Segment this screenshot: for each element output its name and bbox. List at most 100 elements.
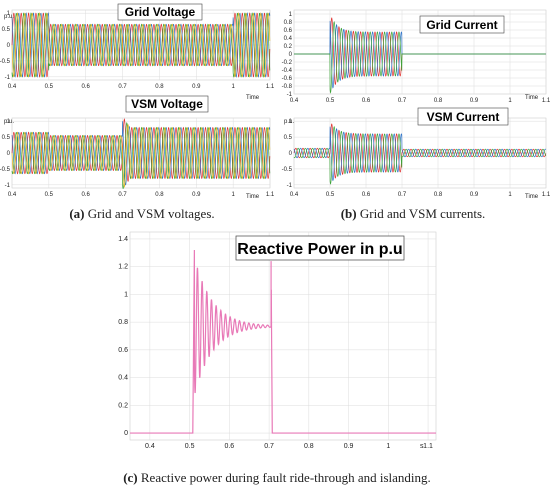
y-tick-label: 0.8 — [284, 20, 293, 26]
y-tick-label: 0.5 — [2, 135, 11, 141]
y-tick-label: 1 — [7, 11, 11, 17]
x-tick-label: 0.5 — [326, 192, 335, 198]
x-tick-label: 0.6 — [82, 192, 91, 198]
chart-title: Grid Voltage — [125, 5, 196, 19]
y-tick-label: 1 — [289, 12, 293, 18]
panel-reactive-power: 0.4 0.5 0.6 0.7 0.8 0.9 1 1.1 1.4 1.2 1 0.8 0.6 0.4 0.… — [118, 231, 437, 450]
x-axis-label: Time — [525, 95, 539, 101]
y-tick-label: -0.8 — [282, 84, 293, 90]
x-tick-label: 0.6 — [82, 84, 91, 90]
x-tick-label: 0.8 — [434, 192, 443, 198]
panel-grid-voltage: 0.4 0.5 0.6 0.7 0.8 0.9 1 1.1 1 0.5 0 -0.5 -1 p.u. T… — [0, 3, 275, 101]
current-phase-1 — [293, 123, 547, 179]
axis-ticks: 0.4 0.5 0.6 0.7 0.8 0.9 1 1.1 1 0.5 0 -0.5 -1 — [0, 11, 275, 90]
x-tick-label: 0.8 — [434, 98, 443, 104]
y-tick-label: -1 — [287, 92, 293, 98]
current-phase-3 — [294, 21, 546, 94]
y-axis-label: p.u. — [4, 119, 14, 125]
axis-ticks: 0.4 0.5 0.6 0.7 0.8 0.9 1 1.1 1.4 1.2 1 0.8 0.6 0.4 0.… — [118, 236, 433, 450]
x-tick-label: 0.8 — [304, 443, 314, 450]
axis-ticks: 0.4 0.5 0.6 0.7 0.8 0.9 1 1.1 1 0.8 0.6 0.4 0.2 0 -0.2… — [282, 12, 550, 104]
x-tick-label: 0.6 — [362, 98, 371, 104]
y-tick-label: 0 — [7, 151, 11, 157]
x-tick-label: 0.4 — [290, 192, 299, 198]
x-tick-label: 0.9 — [344, 443, 354, 450]
vsm-voltage-waves — [11, 118, 271, 189]
y-tick-label: -0.4 — [282, 68, 293, 74]
x-tick-label: 0.9 — [470, 192, 479, 198]
y-tick-label: 0.4 — [118, 375, 128, 382]
title-box — [117, 3, 203, 21]
x-tick-label: 1.1 — [266, 192, 275, 198]
caption-b: (b) Grid and VSM currents. — [341, 206, 486, 221]
x-tick-label: 1 — [231, 192, 235, 198]
y-tick-label: 0.5 — [2, 27, 11, 33]
y-tick-label: 0.2 — [284, 44, 293, 50]
x-tick-label: 0.7 — [264, 443, 274, 450]
title-box — [125, 95, 209, 113]
y-tick-label: 1.2 — [118, 264, 128, 271]
y-axis-label: p.u. — [284, 119, 294, 125]
voltage-phase-4 — [11, 124, 271, 188]
x-tick-label: 0.7 — [398, 192, 407, 198]
y-tick-label: -0.5 — [0, 167, 11, 173]
title-box — [235, 235, 405, 261]
x-tick-label: 1.1 — [542, 192, 550, 198]
y-tick-label: -1 — [287, 183, 293, 189]
axis-ticks: 0.4 0.5 0.6 0.7 0.8 0.9 1 1.1 1 0.5 0 -0.5 -1 — [0, 119, 275, 198]
x-axis-label: Time — [525, 194, 539, 200]
y-tick-label: -0.5 — [0, 59, 11, 65]
x-tick-label: 0.4 — [290, 98, 299, 104]
caption-a: (a) Grid and VSM voltages. — [69, 206, 214, 221]
x-tick-label: 0.4 — [8, 84, 17, 90]
chart-title: Grid Current — [426, 18, 497, 32]
caption-a-label: (a) — [69, 206, 84, 221]
x-tick-label: 1 — [508, 98, 512, 104]
x-tick-label: 0.5 — [185, 443, 195, 450]
x-tick-label: 1 — [231, 84, 235, 90]
x-tick-label: 0.4 — [145, 443, 155, 450]
x-tick-label: 0.6 — [224, 443, 234, 450]
y-axis-label: p.u. — [4, 14, 14, 20]
reactive-power-series — [130, 250, 436, 434]
plot-frame — [129, 231, 437, 441]
axis-ticks: 0.4 0.5 0.6 0.7 0.8 0.9 1 1.1 1 0.5 0 -0.5 -1 — [282, 119, 550, 198]
y-tick-label: 0.5 — [284, 135, 293, 141]
x-axis-label: Time — [246, 95, 260, 101]
voltage-phase-4 — [11, 12, 271, 78]
chart-title: VSM Voltage — [131, 97, 203, 111]
x-axis-label: s — [420, 443, 424, 450]
grid-current-waves — [294, 17, 546, 94]
caption-b-label: (b) — [341, 206, 357, 221]
y-tick-label: 0 — [124, 430, 128, 437]
y-tick-label: 1 — [289, 119, 293, 125]
y-tick-label: 0.4 — [284, 36, 293, 42]
x-tick-label: 1.1 — [542, 98, 550, 104]
x-tick-label: 1 — [508, 192, 512, 198]
x-tick-label: 0.9 — [192, 84, 201, 90]
y-tick-label: -0.5 — [282, 167, 293, 173]
x-tick-label: 0.7 — [118, 192, 127, 198]
y-tick-label: 0.6 — [118, 347, 128, 354]
caption-c-label: (c) — [123, 470, 137, 485]
x-tick-label: 0.7 — [398, 98, 407, 104]
x-tick-label: 0.5 — [45, 192, 54, 198]
x-axis-label: Time — [246, 194, 260, 200]
x-tick-label: 1.1 — [423, 443, 433, 450]
title-box — [419, 15, 505, 34]
x-tick-label: 0.5 — [45, 84, 54, 90]
x-tick-label: 0.5 — [326, 98, 335, 104]
grid-voltage-waves — [11, 12, 271, 78]
y-tick-label: -1 — [5, 183, 11, 189]
y-tick-label: 0.8 — [118, 319, 128, 326]
caption-c-text: Reactive power during fault ride-through… — [138, 470, 431, 485]
reactive-power-line — [130, 250, 436, 434]
panel-vsm-voltage: 0.4 0.5 0.6 0.7 0.8 0.9 1 1.1 1 0.5 0 -0.5 -1 p.u. T… — [0, 95, 275, 200]
y-tick-label: 0 — [7, 43, 11, 49]
panel-vsm-current: 0.4 0.5 0.6 0.7 0.8 0.9 1 1.1 1 0.5 0 -0.5 -1 p.u. T… — [282, 107, 550, 200]
x-tick-label: 0.9 — [192, 192, 201, 198]
x-tick-label: 0.9 — [470, 98, 479, 104]
y-tick-label: 1 — [124, 291, 128, 298]
caption-a-text: Grid and VSM voltages. — [85, 206, 215, 221]
